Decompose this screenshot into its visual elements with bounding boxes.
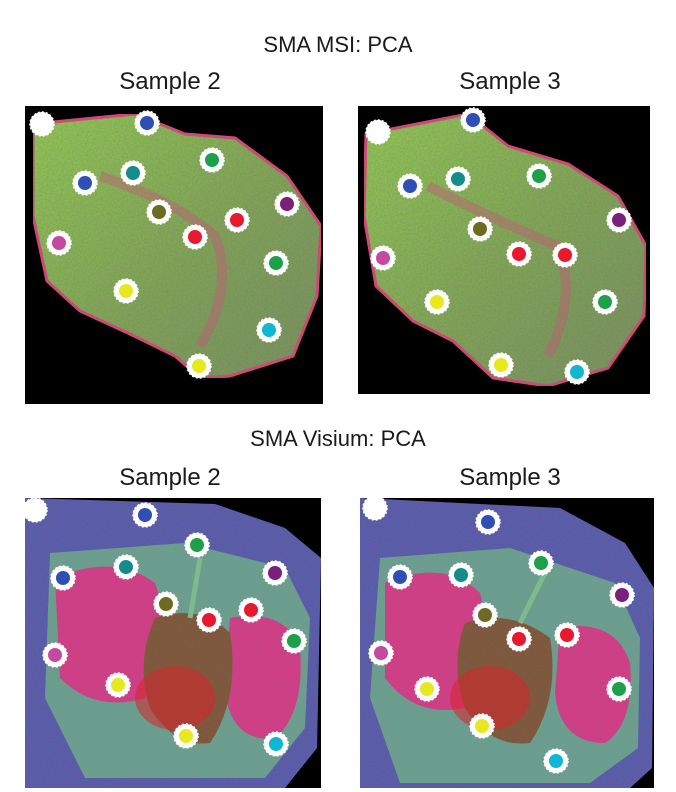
visium-core-red [450,666,530,730]
msi-s3-spot-yellow-12 [488,352,514,378]
visium-s3-spot-white-0 [362,498,388,521]
msi-row-title: SMA MSI: PCA [263,32,413,57]
visium-s2-spot-red-7 [196,607,222,633]
msi-s3-spot-purple-8 [606,207,632,233]
visium-s3-spot-red-8 [554,622,580,648]
visium-s3-spot-yellow-12 [469,713,495,739]
visium-s2-spot-white-0 [25,498,48,523]
visium-s2-spot-blue-3 [50,565,76,591]
visium-s2-spot-cyan-13 [263,731,289,757]
msi-tissue-seam [98,171,228,349]
msi-s2-spot-red-7 [224,207,250,233]
visium-lobe-right [225,616,301,739]
visium-s2-spot-blue-1 [132,502,158,528]
msi-s2-spot-teal-3 [120,160,146,186]
visium-sample2-image [25,498,321,788]
visium-s2-spot-yellow-12 [173,723,199,749]
visium-s3-spot-blue-3 [387,564,413,590]
msi-s2-spot-purple-8 [274,191,300,217]
visium-sample3-panel [360,498,654,788]
visium-s3-spot-blue-1 [475,509,501,535]
visium-s2-spot-magenta-10 [42,642,68,668]
msi-s3-spot-teal-3 [445,166,471,192]
msi-sample2-panel [25,106,323,404]
msi-sample3-image [358,106,650,394]
visium-channel [187,557,203,619]
visium-s3-spot-green-2 [528,550,554,576]
msi-s3-spot-red-6 [506,241,532,267]
msi-s2-spot-cyan-12 [256,317,282,343]
msi-s3-spot-red-7 [552,242,578,268]
msi-s2-spot-blue-2 [72,170,98,196]
visium-core-red [135,666,215,730]
visium-s2-spot-green-2 [184,532,210,558]
visium-s2-spot-red-8 [238,597,264,623]
visium-sample3-image [360,498,654,788]
visium-s3-spot-cyan-13 [543,748,569,774]
msi-sample2-label: Sample 2 [119,68,221,95]
visium-sample3-label: Sample 3 [459,464,561,491]
msi-s2-spot-green-4 [199,147,225,173]
visium-s3-spot-purple-5 [609,582,635,608]
msi-s3-spot-cyan-13 [564,359,590,385]
msi-s3-spot-magenta-9 [370,245,396,271]
msi-s3-spot-blue-2 [397,173,423,199]
msi-s3-spot-green-4 [526,163,552,189]
visium-s3-spot-magenta-10 [368,640,394,666]
visium-s2-spot-yellow-11 [105,672,131,698]
visium-s2-spot-purple-5 [262,560,288,586]
visium-s3-spot-olive-6 [472,602,498,628]
msi-s3-spot-blue-1 [460,107,486,133]
msi-s2-spot-blue-1 [134,110,160,136]
visium-s2-spot-green-9 [281,628,307,654]
msi-s2-spot-white-0 [29,111,55,137]
msi-tissue-section [31,112,323,380]
visium-channel [517,571,548,625]
msi-s3-spot-white-0 [365,119,391,145]
visium-s3-spot-green-9 [606,676,632,702]
msi-s2-spot-green-10 [263,250,289,276]
msi-s3-spot-yellow-11 [424,289,450,315]
visium-row-title: SMA Visium: PCA [250,426,426,451]
msi-s3-spot-green-10 [592,289,618,315]
msi-sample2-image [25,106,323,404]
visium-sample2-label: Sample 2 [119,464,221,491]
visium-s2-spot-teal-4 [113,554,139,580]
visium-lobe-right [555,626,631,743]
visium-s3-spot-yellow-11 [414,676,440,702]
msi-s2-spot-olive-5 [146,199,172,225]
visium-sample2-panel [25,498,321,788]
visium-s3-spot-red-7 [506,626,532,652]
msi-sample3-panel [358,106,650,394]
msi-s2-spot-red-6 [182,224,208,250]
visium-lobe-left [55,566,163,703]
msi-s2-spot-magenta-9 [46,230,72,256]
msi-s3-spot-olive-5 [467,216,493,242]
visium-s3-spot-teal-4 [448,562,474,588]
msi-tissue-section [362,112,648,388]
msi-s2-spot-yellow-13 [186,353,212,379]
visium-s2-spot-olive-6 [153,591,179,617]
msi-s2-spot-yellow-11 [113,278,139,304]
msi-sample3-label: Sample 3 [459,68,561,95]
